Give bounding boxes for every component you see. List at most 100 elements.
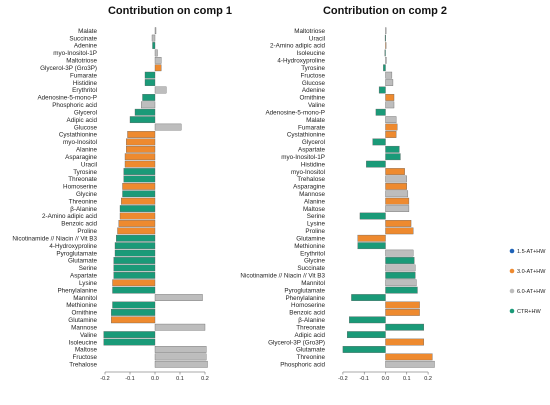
chart1-bar-label: Maltose xyxy=(75,347,98,354)
chart2-bar xyxy=(385,183,407,190)
chart2-bar xyxy=(385,309,420,316)
chart1-bar xyxy=(111,309,156,316)
chart2-bar xyxy=(385,123,398,131)
chart1-bar xyxy=(113,264,156,272)
chart1-bar xyxy=(154,353,207,361)
chart1-bar xyxy=(154,123,182,131)
legend-marker xyxy=(509,268,515,274)
chart1-tick-label: 0.0 xyxy=(151,376,159,382)
chart1-bar-label: Alanine xyxy=(76,147,98,154)
chart1-bar-label: Tyrosine xyxy=(73,169,97,176)
chart1-bar-label: Mannitol xyxy=(73,295,97,302)
chart1-bar-label: Threonate xyxy=(68,176,97,183)
chart2-bar xyxy=(385,227,414,235)
chart2-bar xyxy=(349,316,386,324)
chart2-bar xyxy=(385,338,425,346)
chart2-bar xyxy=(385,79,394,86)
chart1-tick-label: -0.1 xyxy=(125,376,134,382)
chart2-bar-label: Phenylalanine xyxy=(285,295,325,302)
chart1-bar xyxy=(103,338,156,346)
chart1-bar-label: Maltotriose xyxy=(66,58,97,65)
chart2-bar-label: Homoserine xyxy=(291,302,325,309)
chart2-bar-label: Benzoic acid xyxy=(289,310,325,317)
chart2-bar xyxy=(385,205,410,212)
chart1-bar xyxy=(154,49,158,57)
chart2-bar-label: Alanine xyxy=(304,198,326,205)
chart2-bar xyxy=(372,138,386,146)
chart1-bar xyxy=(141,101,156,109)
chart1-bar-label: Aspartate xyxy=(70,273,97,280)
chart1-bar-label: Isoleucine xyxy=(69,339,98,346)
chart1-bar xyxy=(123,168,156,175)
chart2-bar xyxy=(359,212,386,220)
chart2-bar xyxy=(385,301,420,309)
chart2-bar-label: Erythritol xyxy=(300,250,325,257)
chart2-bar xyxy=(385,360,435,368)
chart1-bar xyxy=(123,175,156,183)
chart1: MalateSuccinateAdeninemyo-Inositol-1PMal… xyxy=(12,27,209,382)
chart2-bar-label: Glycerol-3P (Gro3P) xyxy=(268,339,325,346)
chart1-bar xyxy=(144,79,156,86)
chart2-bar-label: Isoleucine xyxy=(297,50,326,57)
chart2-bar xyxy=(385,197,410,205)
legend-marker xyxy=(509,308,515,314)
chart1-bar-label: Glutamate xyxy=(68,258,98,265)
chart2-bar xyxy=(385,168,405,175)
chart2-bar xyxy=(342,346,386,353)
chart2-bar xyxy=(385,257,415,264)
chart2-bar xyxy=(385,264,416,272)
chart2-bar xyxy=(385,353,433,361)
chart1-bar xyxy=(154,323,206,331)
legend-marker xyxy=(509,288,515,294)
chart1-bar-label: Benzoic acid xyxy=(61,221,97,228)
chart2-bar xyxy=(385,94,395,101)
chart1-bar xyxy=(127,131,156,138)
chart1-bar-label: Phenylalanine xyxy=(57,287,97,294)
chart1-bar-label: Ornithine xyxy=(71,310,97,317)
chart2-bar xyxy=(375,108,386,116)
chart2-bar-label: Glycine xyxy=(304,258,325,265)
chart1-bar-label: myo-Inositol-1P xyxy=(53,50,97,57)
chart2-bar-label: Glutamine xyxy=(296,235,325,242)
legend-marker xyxy=(509,248,515,254)
chart2-bar xyxy=(385,116,397,124)
chart2-title: Contribution on comp 2 xyxy=(323,5,447,17)
chart1-bar-label: Mannose xyxy=(71,324,97,331)
chart1-bar-label: Homoserine xyxy=(63,184,97,191)
chart2-tick-label: 0.2 xyxy=(424,376,432,382)
legend-label: CTR+HW xyxy=(517,309,541,315)
chart1-bar xyxy=(113,271,156,279)
chart1-bar xyxy=(114,249,156,257)
chart1-bar xyxy=(154,27,157,35)
chart1-bar-label: Adipic acid xyxy=(67,117,98,124)
chart2-bar-label: Cystathionine xyxy=(287,132,326,139)
chart2-bar-label: Malate xyxy=(306,117,325,124)
chart2-tick-label: -0.1 xyxy=(359,376,368,382)
chart1-bar xyxy=(151,34,156,42)
chart1-bar xyxy=(154,86,167,94)
chart2-bar xyxy=(346,331,386,339)
chart2-bar-label: Fumarate xyxy=(298,124,325,131)
chart1-bar-label: Fumarate xyxy=(70,72,97,79)
chart1-bar-label: Glycine xyxy=(76,191,97,198)
chart1-bar xyxy=(154,360,208,368)
chart2-bar xyxy=(385,279,417,287)
chart1-title: Contribution on comp 1 xyxy=(108,5,232,17)
chart1-bar-label: myo-Inositol xyxy=(63,139,97,146)
chart2-tick-label: -0.2 xyxy=(338,376,347,382)
chart2-tick-label: 0.0 xyxy=(382,376,390,382)
chart1-bar-label: Methionine xyxy=(66,302,97,309)
chart2-bar-label: Valine xyxy=(308,102,326,109)
chart1-bar-label: Valine xyxy=(80,332,98,339)
chart2-bar xyxy=(366,160,386,168)
chart2-bar-label: 4-Hydroxyproline xyxy=(277,58,325,65)
chart2-bar-label: Glutamate xyxy=(296,347,326,354)
chart1-bar xyxy=(154,56,162,64)
chart1-bar-label: Malate xyxy=(78,28,97,35)
chart1-bar xyxy=(152,42,156,49)
chart1-tick-label: 0.1 xyxy=(176,376,184,382)
chart1-bar-label: 4-Hydroxyproline xyxy=(49,243,97,250)
chart1-bar xyxy=(117,227,156,235)
chart1-bar-label: Serine xyxy=(79,265,98,272)
